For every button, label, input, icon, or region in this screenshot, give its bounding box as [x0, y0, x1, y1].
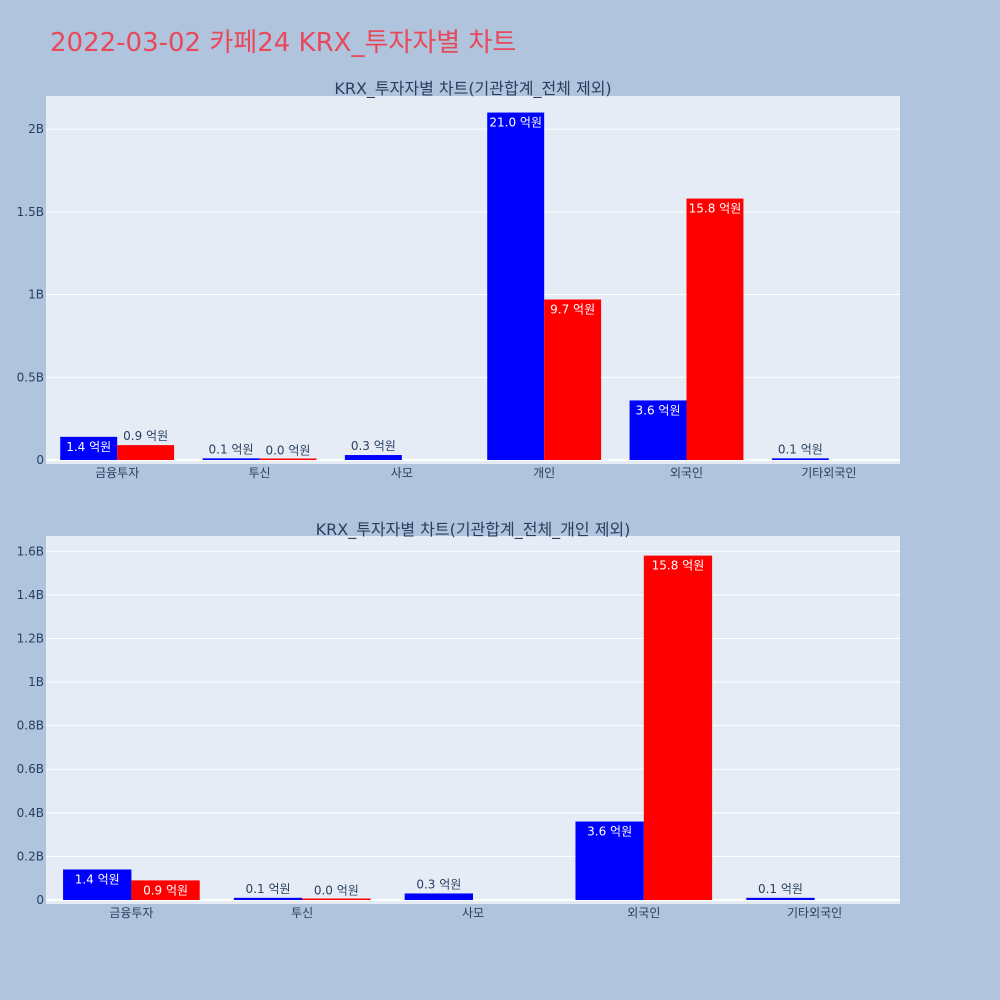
bar: [643, 555, 713, 900]
y-tick-label: 1.4B: [17, 588, 44, 602]
bar: [344, 455, 402, 460]
x-tick-label: 금융투자: [95, 466, 139, 480]
y-tick-label: 0.2B: [17, 849, 44, 863]
bar: [202, 458, 260, 460]
data-label: 3.6 억원: [636, 403, 681, 417]
bar: [259, 458, 317, 460]
data-label: 0.0 억원: [314, 884, 359, 898]
plot-area: [46, 96, 900, 464]
bar: [487, 112, 545, 460]
y-tick-label: 0: [36, 893, 44, 907]
bar: [686, 198, 744, 460]
x-tick-label: 사모: [391, 466, 413, 480]
data-label: 0.0 억원: [265, 444, 310, 458]
chart-title: KRX_투자자별 차트(기관합계_전체_개인 제외): [316, 520, 631, 540]
x-tick-label: 사모: [462, 906, 484, 920]
y-tick-label: 0: [36, 453, 44, 467]
y-tick-label: 1B: [28, 675, 44, 689]
x-tick-label: 외국인: [627, 906, 660, 920]
chart-top: 0 0.5B 1B 1.5B 2B KRX_투자자별 차트(기관합계_전체 제외) 금융투자…: [17, 79, 900, 480]
bar: [131, 880, 200, 900]
bar: [302, 898, 371, 900]
bar: [117, 445, 175, 460]
data-label: 0.3 억원: [351, 439, 396, 453]
x-tick-label: 기타외국인: [801, 466, 856, 480]
data-label: 1.4 억원: [75, 872, 120, 886]
data-label: 1.4 억원: [66, 440, 111, 454]
bar: [60, 436, 118, 460]
data-label: 0.1 억원: [209, 442, 254, 456]
data-label: 0.1 억원: [778, 442, 823, 456]
x-tick-label: 개인: [533, 466, 555, 480]
page-title: 2022-03-02 카페24 KRX_투자자별 차트: [50, 28, 517, 58]
x-tick-label: 금융투자: [109, 906, 153, 920]
y-tick-label: 0.6B: [17, 762, 44, 776]
data-label: 0.3 억원: [416, 877, 461, 891]
data-label: 9.7 억원: [550, 303, 595, 317]
chart-title: KRX_투자자별 차트(기관합계_전체 제외): [334, 79, 611, 99]
y-tick-label: 0.4B: [17, 806, 44, 820]
chart-bottom: 0 0.2B 0.4B 0.6B 0.8B 1B 1.2B 1.4B 1.6B KRX_투자자별 …: [17, 520, 900, 920]
data-label: 21.0 억원: [489, 116, 542, 130]
bar: [404, 893, 473, 900]
data-label: 0.1 억원: [758, 882, 803, 896]
bar: [771, 458, 829, 460]
y-tick-label: 1B: [28, 288, 44, 302]
x-tick-label: 투신: [248, 466, 270, 480]
y-tick-label: 0.5B: [17, 370, 44, 384]
y-tick-label: 2B: [28, 122, 44, 136]
plot-area: [46, 536, 900, 904]
y-tick-label: 0.8B: [17, 719, 44, 733]
data-label: 0.1 억원: [246, 882, 291, 896]
x-tick-label: 기타외국인: [787, 906, 842, 920]
bar: [544, 299, 602, 460]
data-label: 15.8 억원: [689, 202, 742, 216]
bar: [629, 400, 687, 460]
data-label: 15.8 억원: [652, 559, 705, 573]
y-tick-label: 1.6B: [17, 544, 44, 558]
y-tick-label: 1.2B: [17, 631, 44, 645]
data-label: 0.9 억원: [143, 883, 188, 897]
x-tick-label: 투신: [291, 906, 313, 920]
x-tick-label: 외국인: [670, 466, 703, 480]
data-label: 0.9 억원: [123, 429, 168, 443]
y-tick-label: 1.5B: [17, 205, 44, 219]
bar: [63, 869, 132, 900]
bar: [233, 897, 303, 900]
bar: [746, 897, 815, 900]
bar: [575, 821, 644, 900]
data-label: 3.6 억원: [587, 825, 632, 839]
